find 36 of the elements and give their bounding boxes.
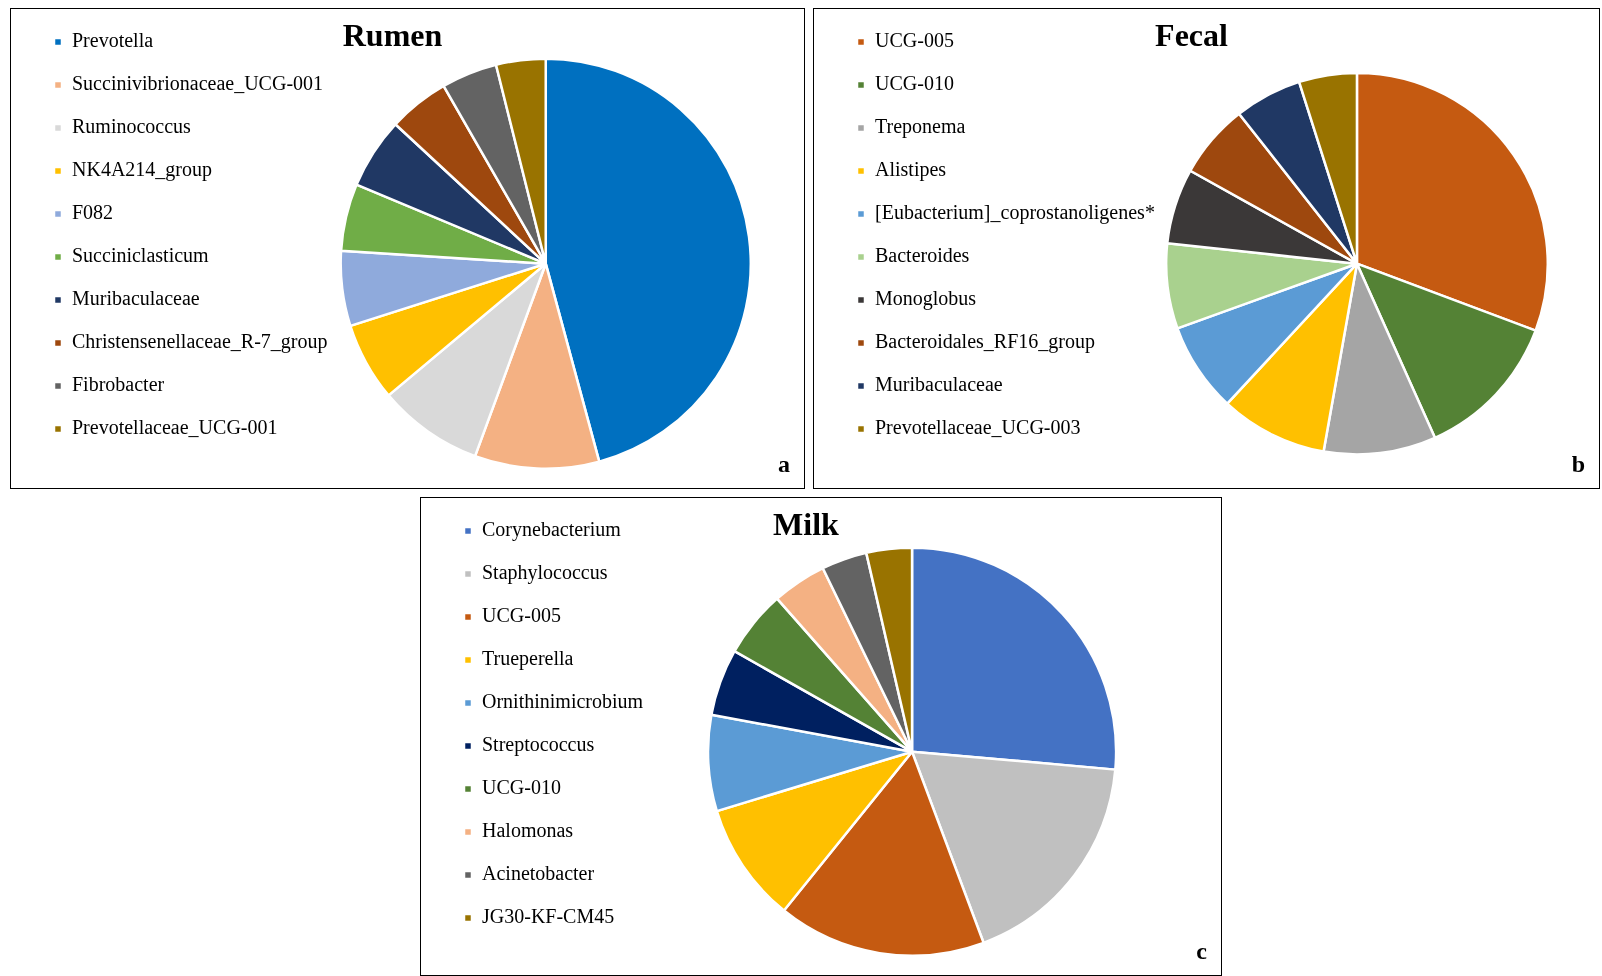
legend-label: Fibrobacter xyxy=(72,373,165,396)
legend-label: NK4A214_group xyxy=(72,158,212,182)
legend-label: Alistipes xyxy=(875,158,947,182)
chart-title: Fecal xyxy=(1155,17,1229,54)
legend-label: Prevotella xyxy=(72,29,154,52)
legend-label: Succiniclasticum xyxy=(72,244,210,267)
chart-title: Milk xyxy=(773,506,840,543)
legend-label: UCG-010 xyxy=(482,776,561,799)
legend-label: Ornithinimicrobium xyxy=(482,690,644,713)
legend-label: Trueperella xyxy=(482,647,574,671)
chart-title: Rumen xyxy=(342,17,443,54)
legend-label: Prevotellaceae_UCG-003 xyxy=(875,416,1081,439)
legend-label: UCG-005 xyxy=(482,604,561,627)
text: a xyxy=(778,451,790,478)
legend-label: Acinetobacter xyxy=(482,862,595,885)
legend-label: Muribaculaceae xyxy=(875,373,1003,396)
legend-label: F082 xyxy=(72,201,114,224)
legend-label: Succinivibrionaceae_UCG-001 xyxy=(72,72,324,95)
legend-label: Corynebacterium xyxy=(482,518,622,542)
legend-label: Treponema xyxy=(875,115,966,139)
text: b xyxy=(1571,451,1585,478)
legend-label: [Eubacterium]_coprostanoligenes* xyxy=(875,201,1155,225)
legend-label: Streptococcus xyxy=(482,733,595,757)
text: c xyxy=(1196,938,1208,965)
legend-label: UCG-005 xyxy=(875,29,954,52)
legend-label: Ruminococcus xyxy=(72,115,192,138)
legend-label: Halomonas xyxy=(482,819,574,842)
legend-label: UCG-010 xyxy=(875,72,954,95)
legend-label: Bacteroidales_RF16_group xyxy=(875,330,1095,354)
legend-label: JG30-KF-CM45 xyxy=(482,905,615,928)
legend-label: Bacteroides xyxy=(875,244,970,267)
legend-label: Christensenellaceae_R-7_group xyxy=(72,330,328,354)
legend-label: Monoglobus xyxy=(875,287,977,311)
legend-label: Staphylococcus xyxy=(482,561,608,585)
legend-label: Muribaculaceae xyxy=(72,287,200,310)
legend-label: Prevotellaceae_UCG-001 xyxy=(72,416,278,439)
